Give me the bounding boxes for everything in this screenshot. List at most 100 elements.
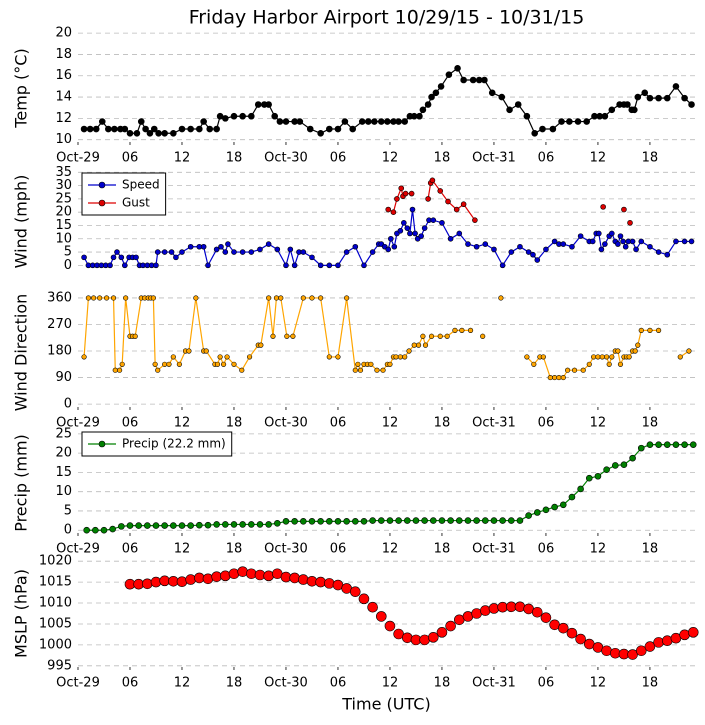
data-point — [569, 243, 575, 250]
data-point — [419, 106, 427, 114]
data-point — [248, 521, 255, 528]
x-tick-label: 06 — [122, 151, 139, 166]
data-point — [421, 225, 428, 231]
data-point — [543, 246, 549, 253]
data-point — [427, 632, 439, 643]
data-point — [213, 246, 220, 253]
data-point — [187, 522, 194, 529]
data-point — [635, 645, 647, 657]
x-tick-label: 18 — [434, 151, 451, 166]
data-point — [344, 295, 350, 301]
data-point — [629, 454, 636, 462]
data-point — [407, 230, 413, 237]
data-point — [491, 246, 497, 253]
data-point — [271, 112, 279, 120]
data-point — [193, 295, 199, 301]
data-point — [237, 566, 248, 577]
y-tick-label: 90 — [55, 370, 72, 385]
data-point — [341, 118, 349, 125]
data-point — [416, 112, 423, 120]
data-point — [647, 327, 653, 333]
data-point — [408, 190, 415, 197]
data-point — [406, 348, 412, 354]
data-point — [655, 249, 662, 255]
data-point — [283, 262, 289, 269]
x-tick-label: 06 — [538, 676, 555, 691]
data-point — [289, 572, 300, 584]
data-point — [326, 354, 332, 360]
data-point — [126, 522, 134, 529]
data-point — [566, 627, 578, 639]
data-point — [499, 262, 506, 269]
data-point — [646, 441, 654, 448]
data-point — [629, 238, 636, 245]
y-tick-label: 5 — [64, 503, 72, 518]
data-point — [601, 112, 609, 120]
data-point — [533, 509, 541, 516]
data-point — [300, 249, 307, 255]
data-point — [155, 367, 161, 373]
data-point — [574, 118, 582, 125]
data-point — [318, 295, 324, 301]
data-point — [150, 576, 162, 588]
data-point — [393, 354, 399, 360]
series-line — [387, 186, 412, 214]
data-point — [437, 83, 445, 90]
x-tick-label: 18 — [226, 676, 243, 691]
data-point — [213, 521, 220, 528]
data-point — [445, 198, 451, 205]
data-point — [566, 118, 573, 125]
data-point — [97, 295, 103, 301]
data-point — [472, 217, 478, 223]
y-tick-label: 18 — [55, 47, 72, 62]
data-point — [595, 354, 601, 360]
data-point — [445, 71, 453, 78]
x-tick-label: 12 — [590, 676, 607, 691]
data-point — [609, 354, 615, 360]
data-point — [556, 374, 562, 381]
x-tick-label: 06 — [330, 676, 347, 691]
data-point — [265, 241, 272, 247]
data-point — [225, 241, 231, 247]
x-tick-label: 18 — [642, 151, 659, 166]
x-tick-label: 12 — [590, 151, 607, 166]
data-point — [142, 578, 153, 590]
y-tick-label: 10 — [55, 484, 72, 499]
data-point — [402, 354, 408, 360]
data-point — [411, 342, 417, 348]
data-point — [525, 249, 532, 255]
data-point — [246, 568, 257, 580]
data-point — [185, 574, 196, 585]
data-point — [162, 361, 168, 367]
y-tick-label: 0 — [64, 258, 72, 273]
data-point — [439, 220, 445, 226]
data-point — [121, 262, 128, 269]
data-point — [632, 348, 638, 354]
data-point — [118, 523, 125, 530]
data-point — [274, 519, 281, 527]
data-point — [664, 251, 671, 258]
data-point — [602, 241, 608, 247]
x-tick-label: Oct-29 — [56, 676, 100, 691]
x-tick-label: 12 — [174, 542, 191, 557]
x-tick-label: 18 — [434, 416, 451, 431]
y-tick-label: 1015 — [39, 575, 72, 590]
data-point — [142, 125, 149, 133]
data-point — [118, 254, 125, 261]
data-point — [385, 246, 392, 253]
x-axis-label: Time (UTC) — [341, 695, 430, 714]
data-point — [624, 101, 631, 108]
data-point — [258, 342, 264, 348]
data-point — [282, 118, 290, 125]
data-point — [551, 238, 558, 245]
data-point — [523, 112, 531, 120]
data-point — [687, 627, 699, 638]
x-tick-label: 18 — [642, 416, 659, 431]
data-point — [317, 518, 324, 525]
data-point — [239, 249, 246, 255]
data-point — [420, 333, 426, 339]
data-point — [270, 333, 276, 339]
data-point — [438, 517, 446, 524]
data-point — [603, 466, 610, 474]
data-point — [92, 125, 100, 133]
